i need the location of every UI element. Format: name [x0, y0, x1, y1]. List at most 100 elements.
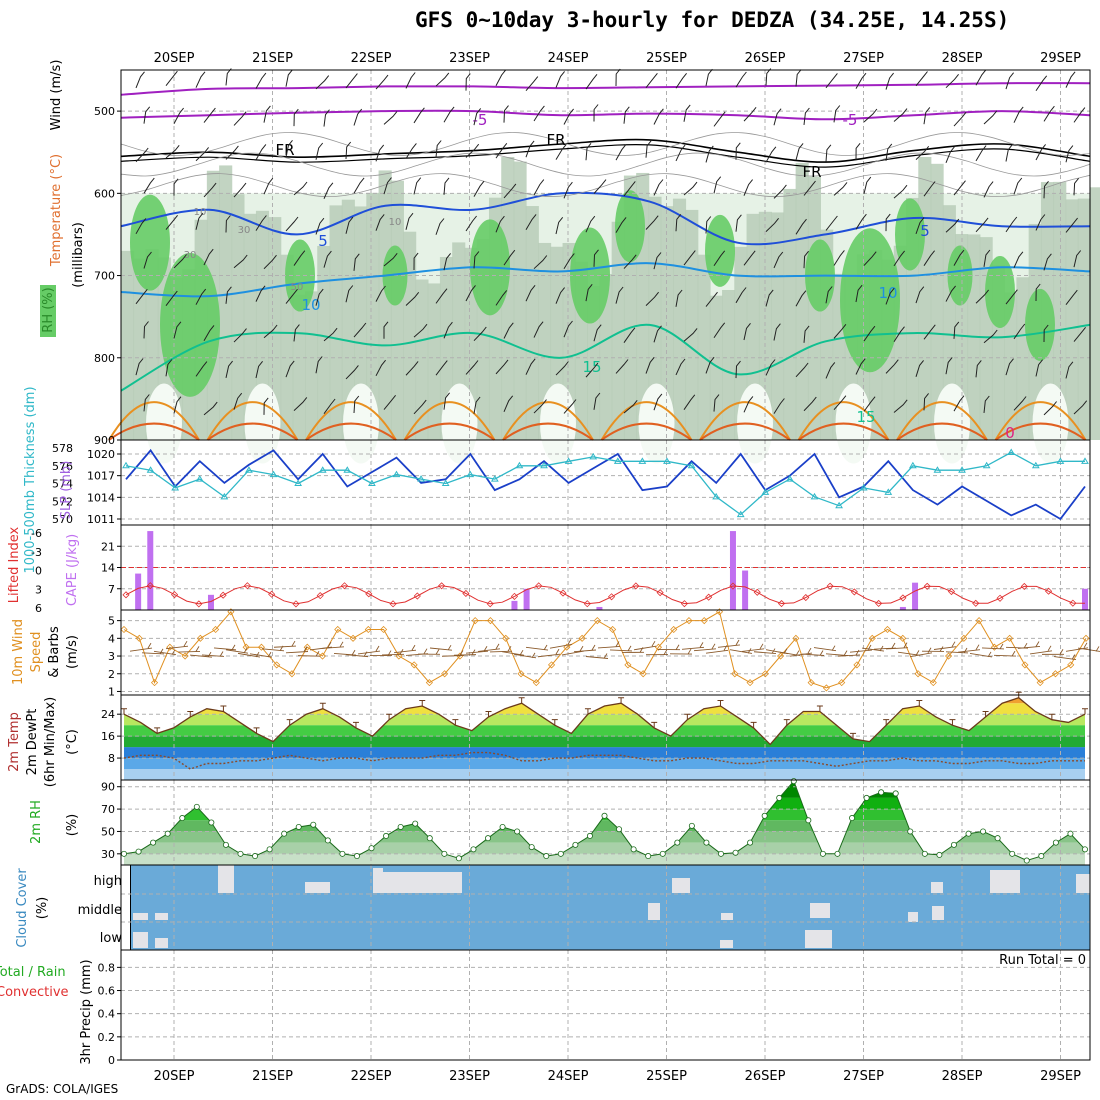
rh-point: [892, 790, 899, 797]
wind-barb: [735, 142, 741, 160]
axis-label: Convective: [0, 985, 69, 1000]
tick-label: 1020: [87, 448, 115, 461]
wind-barb: [353, 108, 363, 126]
axis-label: 2m Temp: [7, 712, 22, 772]
thickness-point: [638, 457, 647, 464]
li-point: [923, 582, 931, 590]
wind-barb: [615, 68, 621, 87]
wind-barb: [1043, 253, 1052, 271]
wind-speed-point: [1051, 670, 1060, 678]
wind-barb: [255, 215, 267, 231]
wind-barb: [1043, 105, 1055, 122]
thickness-point: [1031, 461, 1040, 469]
thickness-point: [540, 461, 548, 469]
wind-barb: [1073, 107, 1086, 123]
wind-barb: [315, 75, 330, 90]
rh-point: [353, 853, 360, 860]
cloud-gap: [721, 913, 733, 920]
wind-barb-10m: [189, 651, 213, 658]
wind-barb-10m: [885, 642, 909, 650]
wind-barb: [473, 180, 485, 197]
wind-barb: [983, 329, 998, 344]
wind-barb: [435, 288, 448, 304]
rh-shade-green: [160, 252, 220, 397]
rh-point: [1082, 846, 1089, 853]
date-label-top: 26SEP: [745, 51, 786, 66]
isotherm-20: [108, 422, 200, 441]
wind-barb: [195, 288, 207, 305]
wind-barb: [143, 394, 150, 412]
wind-barb: [833, 250, 845, 266]
contour-label: 5: [318, 232, 328, 250]
wind-speed-point: [639, 670, 647, 678]
wind-barb: [683, 250, 696, 266]
wind-speed-line: [123, 610, 1087, 689]
wind-barb-10m: [1065, 642, 1089, 652]
wind-barb-10m: [621, 647, 645, 653]
wind-barb: [953, 111, 967, 127]
wind-barb: [593, 249, 599, 267]
wind-barb-10m: [297, 650, 321, 657]
wind-barb: [233, 392, 243, 410]
wind-speed-point: [761, 670, 769, 678]
wind-speed-point: [700, 617, 708, 625]
wind-barb: [533, 321, 544, 338]
axis-label: 10m Wind: [11, 619, 26, 685]
thickness-point: [195, 475, 204, 482]
li-point: [243, 582, 251, 590]
rh-point: [324, 837, 331, 844]
wind-barb: [405, 212, 414, 230]
li-point: [438, 582, 446, 590]
wind-barb-10m: [597, 641, 621, 649]
wind-speed-point: [792, 634, 800, 642]
contour-label: 10: [301, 296, 320, 314]
wind-barb: [983, 395, 990, 413]
wind-barb-10m: [789, 647, 813, 657]
cloud-gap: [720, 940, 733, 948]
thickness-point: [466, 470, 475, 478]
isotherm-20: [206, 401, 299, 441]
wind-barb-10m: [201, 651, 225, 657]
wind-barb: [383, 252, 398, 267]
wind-barb: [465, 285, 476, 302]
wind-barb: [1005, 358, 1014, 376]
rh-band: [124, 831, 1085, 843]
wind-barb: [375, 74, 389, 90]
rh-point: [747, 839, 754, 846]
wind-barb: [863, 251, 877, 266]
wind-barb: [263, 324, 278, 339]
rh-point: [252, 853, 259, 860]
rh-point: [805, 817, 812, 824]
contour-label: FR: [275, 141, 294, 159]
axis-label: & Barbs: [47, 626, 62, 678]
li-point: [608, 593, 616, 601]
wind-barb: [555, 361, 569, 376]
wind-barb: [263, 254, 277, 270]
wind-barb: [713, 322, 726, 339]
cloud-row-label: high: [94, 874, 122, 889]
wind-barb: [585, 283, 593, 302]
rh-shade-mid: [304, 291, 319, 440]
wind-barb: [413, 323, 428, 338]
wind-barb: [263, 177, 274, 195]
tick-label: 7: [108, 583, 115, 596]
li-point: [753, 588, 761, 596]
wind-barb: [803, 325, 810, 343]
contour-label: 30: [184, 250, 197, 261]
wind-barb: [705, 68, 713, 87]
cape-bar: [135, 573, 142, 610]
wind-barb: [165, 70, 178, 87]
wind-barb: [473, 326, 487, 342]
wind-barb: [765, 359, 776, 376]
wind-barb: [503, 249, 516, 266]
wind-barb-10m: [285, 646, 309, 654]
thickness-point: [564, 457, 573, 464]
rh-point: [732, 849, 739, 856]
thickness-point: [958, 466, 966, 473]
rh-point: [121, 850, 128, 857]
run-total: Run Total = 0: [999, 953, 1086, 968]
thickness-point: [613, 457, 622, 464]
thickness-point: [859, 483, 868, 491]
rh-point: [150, 839, 157, 846]
wind-speed-point: [547, 661, 556, 669]
